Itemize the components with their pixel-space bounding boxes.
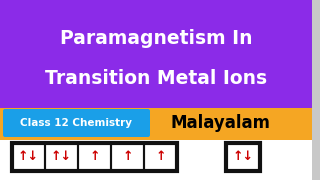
Text: ↑↓: ↑↓ [233, 150, 253, 163]
Bar [0, 108, 312, 140]
Bar [12, 143, 45, 171]
Bar [78, 143, 111, 171]
Text: ↑: ↑ [122, 150, 133, 163]
Bar [0, 140, 312, 180]
Bar [45, 143, 78, 171]
Bar [226, 143, 260, 171]
Bar [312, 0, 320, 180]
Bar [111, 143, 144, 171]
Text: Class 12 Chemistry: Class 12 Chemistry [20, 118, 132, 128]
FancyBboxPatch shape [3, 109, 150, 137]
Text: ↑↓: ↑↓ [51, 150, 72, 163]
Bar [0, 0, 312, 108]
Text: ↑↓: ↑↓ [18, 150, 39, 163]
Text: Transition Metal Ions: Transition Metal Ions [45, 69, 267, 87]
Text: Malayalam: Malayalam [170, 114, 270, 132]
Text: ↑: ↑ [89, 150, 100, 163]
Text: Paramagnetism In: Paramagnetism In [60, 28, 252, 48]
Bar [144, 143, 177, 171]
Bar [12, 143, 177, 171]
Text: ↑: ↑ [155, 150, 166, 163]
